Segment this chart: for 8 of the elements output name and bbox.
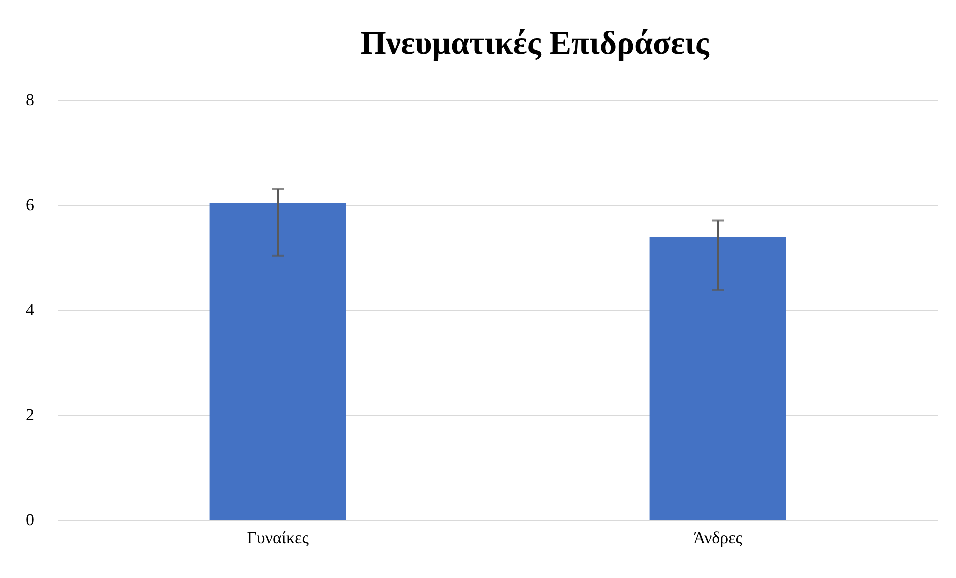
y-tick-label: 6 (26, 196, 34, 214)
x-tick-label: Άνδρες (693, 528, 743, 548)
y-tick-label: 4 (26, 300, 35, 320)
y-tick-label: 8 (26, 90, 34, 110)
y-tick-label: 2 (26, 406, 34, 424)
x-tick-label: Γυναίκες (247, 528, 310, 548)
chart-title: Πνευματικές Επιδράσεις (360, 26, 710, 62)
y-tick-label: 0 (26, 510, 34, 530)
